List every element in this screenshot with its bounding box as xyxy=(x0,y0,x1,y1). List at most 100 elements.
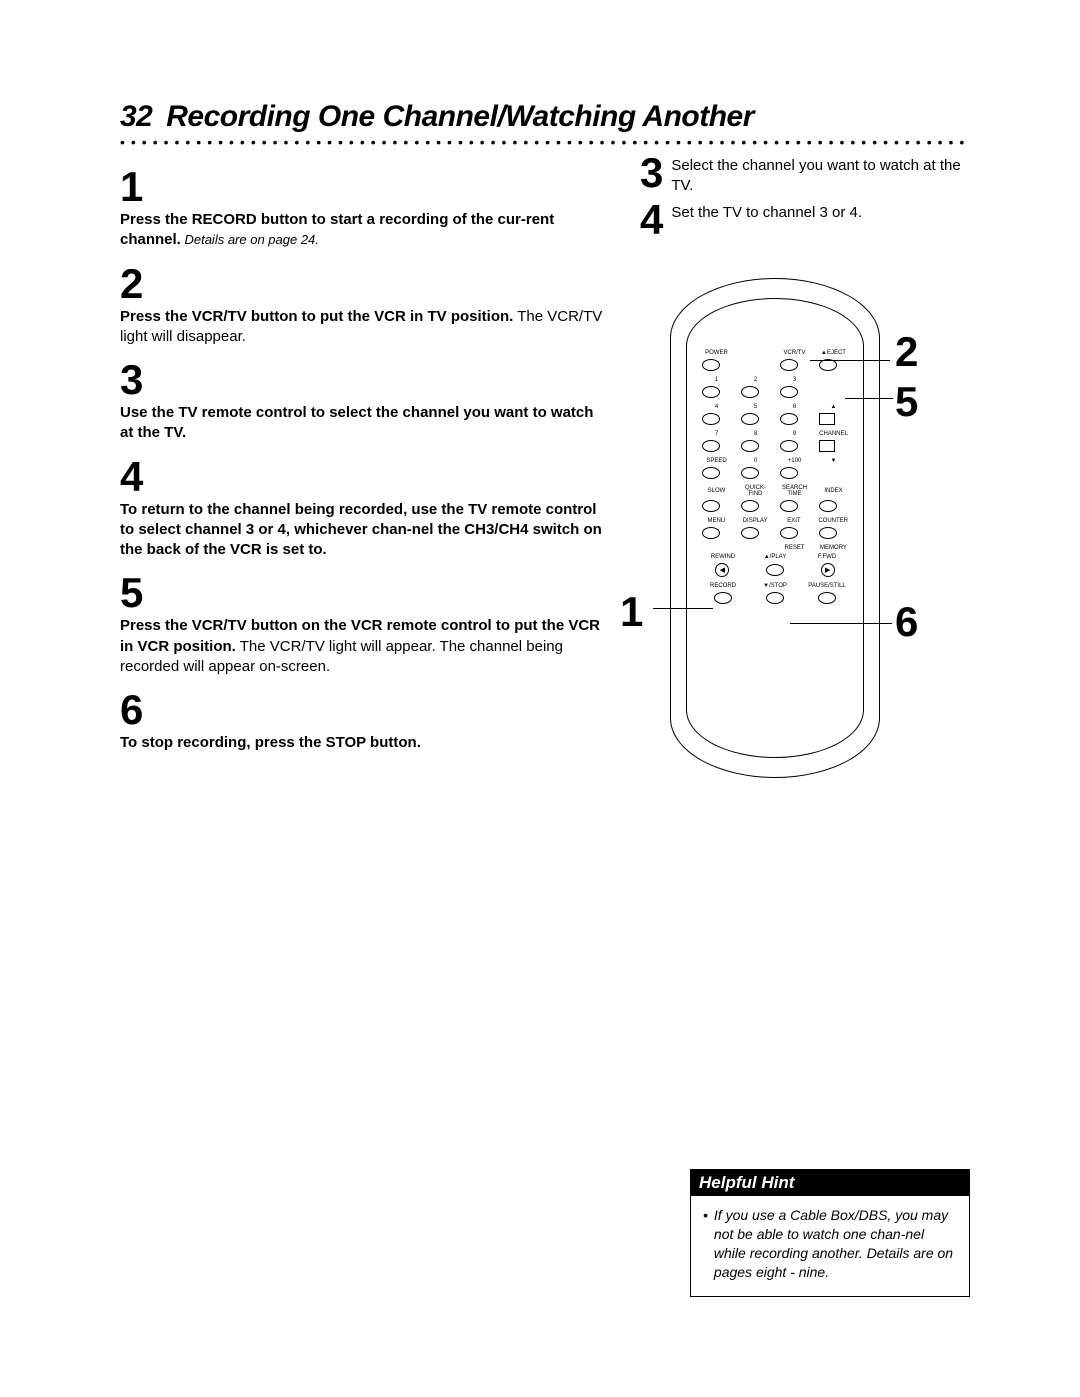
play-button[interactable] xyxy=(766,564,784,576)
lbl-chdn-icon: ▼ xyxy=(819,458,848,464)
step-5: 5 Press the VCR/TV button on the VCR rem… xyxy=(120,572,610,677)
step-2: 2 Press the VCR/TV button to put the VCR… xyxy=(120,263,610,348)
num-9[interactable] xyxy=(780,440,798,452)
lbl-index: INDEX xyxy=(819,488,848,494)
title-text: Recording One Channel/Watching Another xyxy=(166,100,754,133)
step-number: 1 xyxy=(120,166,610,208)
lbl-vcrtv: VCR/TV xyxy=(780,350,809,356)
searchtime-button[interactable] xyxy=(780,500,798,512)
lbl-record: RECORD xyxy=(702,583,744,589)
speed-button[interactable] xyxy=(702,467,720,479)
display-button[interactable] xyxy=(741,527,759,539)
quickfind-button[interactable] xyxy=(741,500,759,512)
num-6[interactable] xyxy=(780,413,798,425)
lbl-play: ▲/PLAY xyxy=(754,554,796,560)
lbl-channel: CHANNEL xyxy=(819,431,848,437)
hint-title: Helpful Hint xyxy=(691,1170,969,1196)
step-bold: Use the TV remote control to select the … xyxy=(120,404,593,441)
callout-line-6 xyxy=(790,623,892,624)
step-number: 3 xyxy=(120,359,610,401)
lbl-4: 4 xyxy=(702,404,731,410)
callout-line-1 xyxy=(653,608,713,609)
step-body: Use the TV remote control to select the … xyxy=(120,403,610,444)
vcrtv-button[interactable] xyxy=(780,359,798,371)
remote-button-panel: POWER VCR/TV ▲EJECT 1 2 3 xyxy=(702,350,848,630)
record-button[interactable] xyxy=(714,592,732,604)
rstep-number: 4 xyxy=(640,201,663,239)
step-body: To return to the channel being recorded,… xyxy=(120,500,610,561)
num-5[interactable] xyxy=(741,413,759,425)
step-ital: Details are on page 24. xyxy=(181,232,319,247)
step-4: 4 To return to the channel being recorde… xyxy=(120,456,610,561)
num-0[interactable] xyxy=(741,467,759,479)
steps-left: 1 Press the RECORD button to start a rec… xyxy=(120,154,610,798)
lbl-5: 5 xyxy=(741,404,770,410)
helpful-hint-box: Helpful Hint •If you use a Cable Box/DBS… xyxy=(690,1169,970,1297)
step-body: Press the RECORD button to start a recor… xyxy=(120,210,610,251)
step-number: 4 xyxy=(120,456,610,498)
lbl-rewind: REWIND xyxy=(702,554,744,560)
lbl-2: 2 xyxy=(741,377,770,383)
stop-button[interactable] xyxy=(766,592,784,604)
lbl-slow: SLOW xyxy=(702,488,731,494)
hint-text: If you use a Cable Box/DBS, you may not … xyxy=(714,1206,957,1282)
num-2[interactable] xyxy=(741,386,759,398)
rstep-text: Set the TV to channel 3 or 4. xyxy=(671,201,862,223)
page-title: 32 Recording One Channel/Watching Anothe… xyxy=(120,100,970,134)
counter-button[interactable] xyxy=(819,527,837,539)
channel-down-button[interactable] xyxy=(819,440,835,452)
lbl-stop: ▼/STOP xyxy=(754,583,796,589)
lbl-6: 6 xyxy=(780,404,809,410)
num-7[interactable] xyxy=(702,440,720,452)
callout-6: 6 xyxy=(895,598,918,646)
step-body: Press the VCR/TV button on the VCR remot… xyxy=(120,616,610,677)
num-3[interactable] xyxy=(780,386,798,398)
step-bold: To stop recording, press the STOP button… xyxy=(120,734,421,751)
lbl-plus100: +100 xyxy=(780,458,809,464)
num-8[interactable] xyxy=(741,440,759,452)
slow-button[interactable] xyxy=(702,500,720,512)
step-number: 5 xyxy=(120,572,610,614)
lbl-3: 3 xyxy=(780,377,809,383)
step-bold: Press the VCR/TV button to put the VCR i… xyxy=(120,308,513,325)
lbl-8: 8 xyxy=(741,431,770,437)
bullet-icon: • xyxy=(703,1206,708,1282)
lbl-menu: MENU xyxy=(702,518,731,524)
lbl-display: DISPLAY xyxy=(741,518,770,524)
lbl-0: 0 xyxy=(741,458,770,464)
num-1[interactable] xyxy=(702,386,720,398)
rstep-number: 3 xyxy=(640,154,663,192)
callout-line-2 xyxy=(810,360,890,361)
lbl-memory: MEMORY xyxy=(819,545,848,551)
lbl-1: 1 xyxy=(702,377,731,383)
step-number: 2 xyxy=(120,263,610,305)
menu-button[interactable] xyxy=(702,527,720,539)
channel-up-button[interactable] xyxy=(819,413,835,425)
dotted-rule: ••••••••••••••••••••••••••••••••••••••••… xyxy=(120,138,970,146)
right-step-3: 3 Select the channel you want to watch a… xyxy=(640,154,970,197)
right-column: 3 Select the channel you want to watch a… xyxy=(640,154,970,798)
num-4[interactable] xyxy=(702,413,720,425)
callout-1: 1 xyxy=(620,588,643,636)
index-button[interactable] xyxy=(819,500,837,512)
pause-button[interactable] xyxy=(818,592,836,604)
ffwd-button[interactable]: ▶ xyxy=(821,563,835,577)
rewind-button[interactable]: ◀ xyxy=(715,563,729,577)
callout-line-5 xyxy=(845,398,893,399)
step-bold: To return to the channel being recorded,… xyxy=(120,501,602,559)
plus100-button[interactable] xyxy=(780,467,798,479)
step-body: Press the VCR/TV button to put the VCR i… xyxy=(120,307,610,348)
rstep-text: Select the channel you want to watch at … xyxy=(671,154,970,197)
callout-5: 5 xyxy=(895,378,918,426)
lbl-searchtime: SEARCH TIME xyxy=(780,485,809,497)
lbl-chup-icon: ▲ xyxy=(819,404,848,410)
lbl-counter: COUNTER xyxy=(818,518,848,524)
exit-button[interactable] xyxy=(780,527,798,539)
step-3: 3 Use the TV remote control to select th… xyxy=(120,359,610,444)
lbl-power: POWER xyxy=(702,350,731,356)
step-6: 6 To stop recording, press the STOP butt… xyxy=(120,689,610,753)
remote-diagram: POWER VCR/TV ▲EJECT 1 2 3 xyxy=(650,278,930,798)
lbl-exit: EXIT xyxy=(780,518,809,524)
power-button[interactable] xyxy=(702,359,720,371)
lbl-eject: ▲EJECT xyxy=(819,350,848,356)
